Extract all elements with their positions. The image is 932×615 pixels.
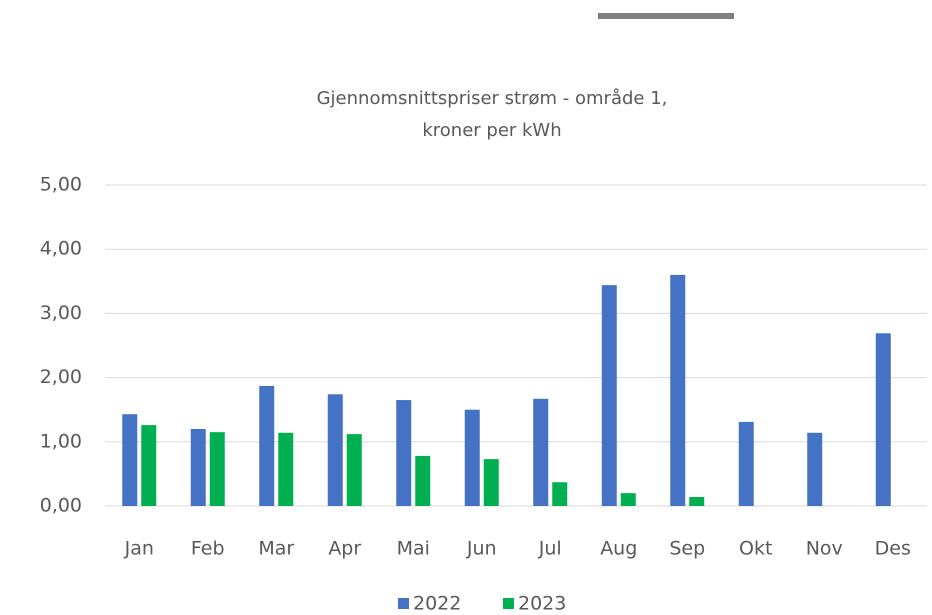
bar <box>190 428 206 506</box>
chart-title: Gjennomsnittspriser strøm - område 1, <box>317 88 668 109</box>
bar <box>209 432 225 506</box>
bar <box>552 482 568 506</box>
bar <box>346 434 362 506</box>
bar <box>670 274 686 506</box>
x-tick-label: Mar <box>258 538 294 560</box>
y-tick-label: 3,00 <box>40 302 82 324</box>
x-tick-label: Jun <box>466 538 497 560</box>
x-tick-label: Feb <box>191 538 225 560</box>
legend-label: 2023 <box>518 593 566 615</box>
chart-title: kroner per kWh <box>422 120 561 141</box>
bar <box>875 333 891 506</box>
x-tick-label: Nov <box>806 538 843 560</box>
bar <box>533 398 549 506</box>
legend-swatch <box>503 598 514 609</box>
bar <box>396 400 412 506</box>
y-tick-label: 5,00 <box>40 174 82 196</box>
x-tick-label: Okt <box>739 538 772 560</box>
y-tick-label: 1,00 <box>40 430 82 452</box>
bar <box>620 493 636 506</box>
x-tick-label: Jan <box>124 538 154 560</box>
legend-label: 2022 <box>413 593 461 615</box>
x-tick-label: Mai <box>397 538 430 560</box>
y-tick-label: 0,00 <box>40 495 82 517</box>
top-decoration <box>598 13 734 19</box>
bar <box>807 432 823 506</box>
x-tick-label: Des <box>875 538 911 560</box>
bar <box>122 414 138 506</box>
bar <box>259 385 275 506</box>
bar <box>483 459 499 506</box>
bar <box>415 455 431 506</box>
bar <box>464 409 480 506</box>
x-tick-label: Jul <box>538 538 562 560</box>
legend-swatch <box>398 598 409 609</box>
bar <box>141 425 157 506</box>
x-tick-label: Aug <box>600 538 637 560</box>
bar <box>278 432 294 506</box>
bar <box>601 285 617 506</box>
x-tick-label: Apr <box>328 538 361 560</box>
bar <box>327 394 343 506</box>
y-tick-label: 4,00 <box>40 238 82 260</box>
bar <box>689 497 705 506</box>
x-tick-label: Sep <box>669 538 705 560</box>
bar <box>738 421 754 506</box>
y-tick-label: 2,00 <box>40 366 82 388</box>
